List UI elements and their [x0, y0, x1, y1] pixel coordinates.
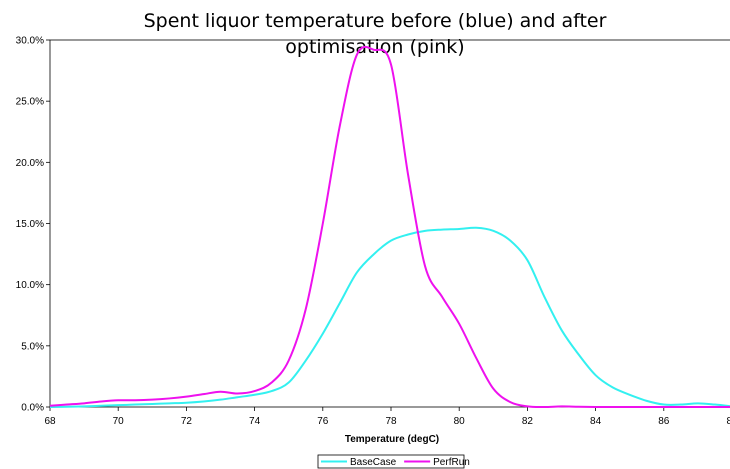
- x-tick-label: 80: [454, 416, 466, 427]
- y-tick-label: 5.0%: [21, 341, 44, 352]
- x-tick-label: 78: [385, 416, 397, 427]
- x-tick-label: 76: [317, 416, 329, 427]
- legend-box: [317, 454, 465, 469]
- x-tick-label: 72: [181, 416, 193, 427]
- x-tick-label: 70: [113, 416, 125, 427]
- x-tick-label: 82: [522, 416, 534, 427]
- y-tick-label: 0.0%: [21, 403, 44, 414]
- y-tick-label: 30.0%: [16, 36, 44, 47]
- plot-frame: [49, 39, 730, 408]
- x-axis-label: Temperature (degC): [345, 434, 439, 445]
- line-series: [49, 45, 730, 409]
- x-tick-label: 88: [726, 416, 730, 427]
- x-tick-label: 86: [658, 416, 670, 427]
- x-tick-label: 84: [590, 416, 602, 427]
- chart-title: optimisation (pink): [285, 36, 464, 58]
- chart-title: Spent liquor temperature before (blue) a…: [144, 10, 607, 32]
- legend-label: PerfRun: [433, 457, 470, 468]
- y-tick-label: 10.0%: [16, 280, 44, 291]
- y-tick-label: 20.0%: [16, 158, 44, 169]
- legend-label: BaseCase: [350, 457, 397, 468]
- x-tick-label: 68: [44, 416, 56, 427]
- y-tick-label: 15.0%: [16, 219, 44, 230]
- y-tick-label: 25.0%: [16, 97, 44, 108]
- line-series: [49, 226, 730, 408]
- x-tick-label: 74: [249, 416, 261, 427]
